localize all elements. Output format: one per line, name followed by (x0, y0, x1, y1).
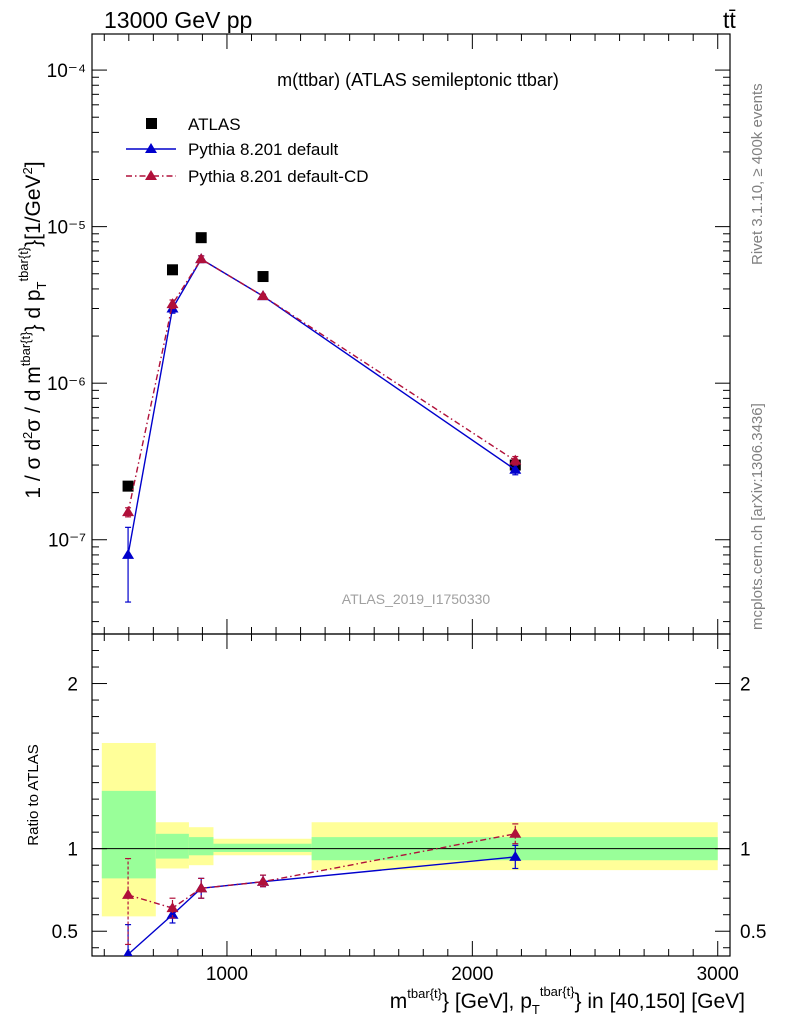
main-ylabel: 1 / σ d2σ / d mtbar{t}} d pTtbar{t}}[1/G… (16, 161, 49, 498)
ratio-plot-frame (91, 633, 731, 957)
ratio-band-inner (155, 833, 189, 859)
x-tick-label: 3000 (697, 964, 739, 985)
ratio-pythia-default-cd-point (509, 827, 522, 838)
analysis-watermark: ATLAS_2019_I1750330 (342, 591, 491, 607)
ratio-y-tick-label-left: 2 (67, 675, 78, 696)
main-atlas-point (195, 232, 207, 244)
main-pythia-default-cd-point (257, 290, 270, 301)
chart-title: m(ttbar) (ATLAS semileptonic ttbar) (277, 70, 559, 90)
ratio-band-inner (101, 790, 156, 879)
ratio-data-series (122, 823, 522, 956)
ratio-y-tick-label-left: 1 (67, 840, 78, 861)
legend-atlas-label: ATLAS (188, 115, 241, 134)
main-pythia-default-cd-point (166, 298, 179, 309)
axis-ticks (92, 34, 730, 956)
main-pythia-default-cd-point (122, 506, 135, 517)
ratio-pythia-default-cd-point (166, 902, 179, 913)
main-atlas-point (166, 264, 178, 276)
legend-default-marker (145, 143, 157, 153)
x-tick-label: 1000 (206, 964, 248, 985)
main-pythia-default-point (122, 548, 135, 559)
main-atlas-point (257, 271, 269, 283)
tick-labels: 1000 2000 3000 10⁻⁷ 10⁻⁶ 10⁻⁵ 10⁻⁴ 0.5 0.5 1 1 2 2 (47, 61, 767, 985)
x-axis-label: mtbar{t}} [GeV], pTtbar{t}} in [40,150] … (390, 984, 745, 1017)
ratio-pythia-default-cd-point (257, 875, 270, 886)
main-y-tick-label: 10⁻⁶ (47, 374, 86, 395)
ratio-pythia-default-point (123, 948, 133, 956)
main-pythia-default-cd-point (509, 454, 522, 465)
legend: ATLAS Pythia 8.201 default Pythia 8.201 … (126, 115, 369, 186)
main-y-tick-label: 10⁻⁷ (48, 531, 86, 552)
main-pythia-default-cd-point (195, 253, 208, 264)
legend-atlas-marker (146, 118, 157, 129)
ratio-pythia-default-cd-point (122, 888, 135, 899)
main-pythia-default-line (127, 258, 516, 556)
ratio-uncertainty-bands (92, 742, 730, 917)
rivet-label: Rivet 3.1.10, ≥ 400k events (749, 83, 766, 265)
ratio-pythia-default-cd-point (195, 882, 208, 893)
main-y-tick-label: 10⁻⁵ (47, 218, 86, 239)
ratio-pythia-default-line (127, 856, 516, 955)
process-label: tt̄ (723, 7, 736, 33)
legend-default-label: Pythia 8.201 default (188, 140, 339, 159)
ratio-band-inner (188, 837, 214, 856)
energy-label: 13000 GeV pp (104, 7, 252, 33)
main-data-series (122, 232, 522, 603)
ratio-pythia-default-point (166, 908, 179, 919)
ratio-series-clipped (122, 823, 522, 956)
ratio-y-tick-label-right: 2 (740, 675, 751, 696)
ratio-y-tick-label-right: 0.5 (740, 922, 766, 943)
ratio-y-tick-label-right: 1 (740, 840, 751, 861)
main-atlas-point (122, 480, 134, 492)
main-y-tick-label: 10⁻⁴ (47, 61, 86, 82)
legend-cd-label: Pythia 8.201 default-CD (188, 167, 369, 186)
legend-cd-marker (145, 170, 157, 180)
mcplots-label: mcplots.cern.ch [arXiv:1306.3436] (749, 403, 766, 630)
ratio-pythia-default-point (509, 850, 522, 861)
ratio-y-tick-label-left: 0.5 (52, 922, 78, 943)
ratio-ylabel: Ratio to ATLAS (25, 744, 42, 845)
main-pythia-default-cd-line (127, 258, 516, 513)
x-tick-label: 2000 (451, 964, 493, 985)
ratio-band-inner (213, 843, 312, 852)
main-pythia-default-point (509, 463, 522, 474)
